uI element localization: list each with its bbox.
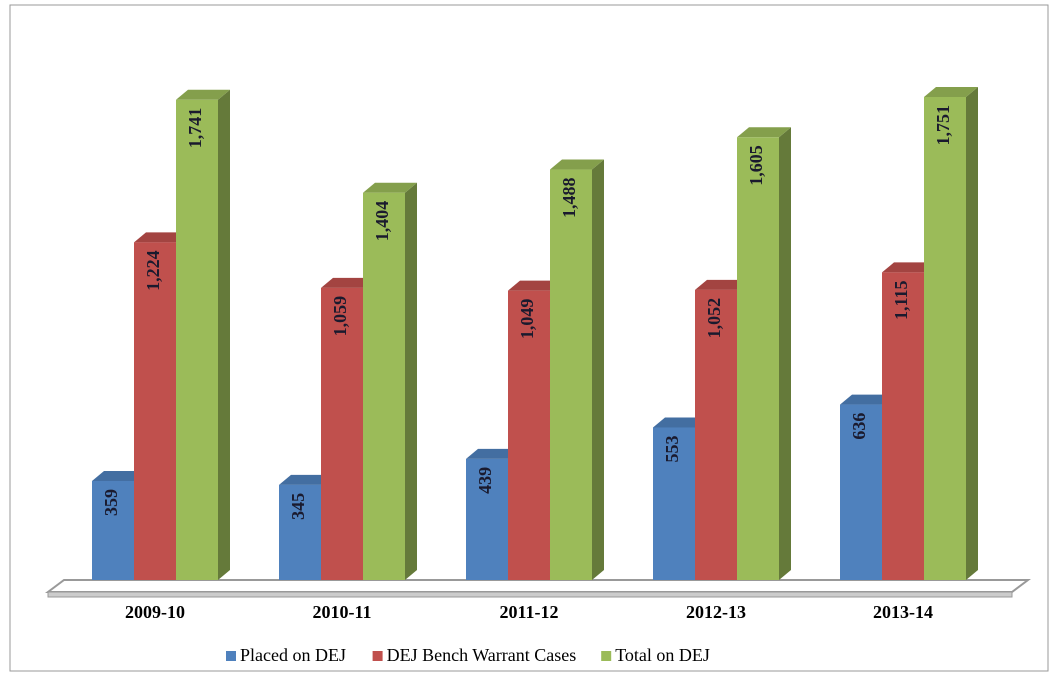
bar-top	[279, 474, 333, 485]
bar-front	[653, 427, 695, 580]
data-label: 1,224	[143, 250, 163, 291]
x-tick-label: 2012-13	[686, 602, 746, 622]
x-tick-label: 2009-10	[125, 602, 185, 622]
bar-front	[924, 97, 966, 580]
floor	[45, 579, 1031, 593]
bar-front	[737, 137, 779, 580]
legend-label: Total on DEJ	[615, 645, 710, 665]
bar-front	[363, 192, 405, 581]
bar-front	[695, 289, 737, 580]
bar-front	[134, 242, 176, 580]
bar-side	[592, 159, 604, 580]
data-label: 1,605	[746, 145, 766, 186]
bar-front	[840, 404, 882, 580]
bar-front	[466, 458, 508, 580]
bar-front	[92, 480, 134, 580]
bar-front	[176, 99, 218, 580]
bar-side	[405, 182, 417, 581]
legend-label: DEJ Bench Warrant Cases	[387, 645, 577, 665]
bar-front	[882, 272, 924, 580]
data-label: 1,052	[704, 298, 724, 339]
bar-front	[508, 290, 550, 580]
bar-side	[779, 127, 791, 581]
data-label: 1,488	[559, 178, 579, 219]
legend-swatch	[601, 651, 612, 661]
bar-front	[279, 484, 321, 580]
bar-side	[218, 89, 230, 580]
x-tick-label: 2013-14	[873, 602, 933, 622]
bar	[550, 159, 604, 580]
bar	[737, 127, 791, 581]
x-tick-label: 2011-12	[499, 602, 558, 622]
x-tick-label: 2010-11	[312, 602, 371, 622]
bar-top	[840, 394, 894, 405]
legend-swatch	[226, 651, 236, 661]
floor-edge	[47, 591, 1013, 598]
bar-top	[363, 182, 417, 193]
bar-top	[134, 232, 188, 243]
data-label: 1,115	[891, 280, 911, 320]
bar-top	[321, 277, 375, 288]
data-label: 1,049	[517, 299, 537, 340]
bar-top	[737, 127, 791, 138]
bar-top	[550, 159, 604, 170]
data-label: 345	[288, 493, 308, 520]
bar	[176, 89, 230, 580]
bar-top	[176, 89, 230, 100]
bar-top	[653, 417, 707, 428]
bar-top	[466, 448, 520, 459]
bar-top	[924, 87, 978, 97]
data-label: 359	[101, 489, 121, 516]
data-label: 1,751	[933, 105, 953, 146]
legend-label: Placed on DEJ	[240, 645, 346, 665]
bar-top	[882, 262, 936, 273]
data-label: 636	[849, 413, 869, 440]
data-label: 439	[475, 467, 495, 494]
bar-front	[550, 169, 592, 580]
bar	[924, 87, 978, 580]
legend-swatch	[372, 651, 383, 661]
data-label: 1,741	[185, 108, 205, 149]
bar	[363, 182, 417, 581]
bar-top	[695, 279, 749, 290]
data-label: 1,059	[330, 296, 350, 337]
data-label: 553	[662, 435, 682, 462]
bar-front	[321, 287, 363, 580]
bar-top	[92, 470, 146, 481]
bar-top	[508, 280, 562, 291]
data-label: 1,404	[372, 201, 392, 242]
bar-side	[966, 87, 978, 580]
